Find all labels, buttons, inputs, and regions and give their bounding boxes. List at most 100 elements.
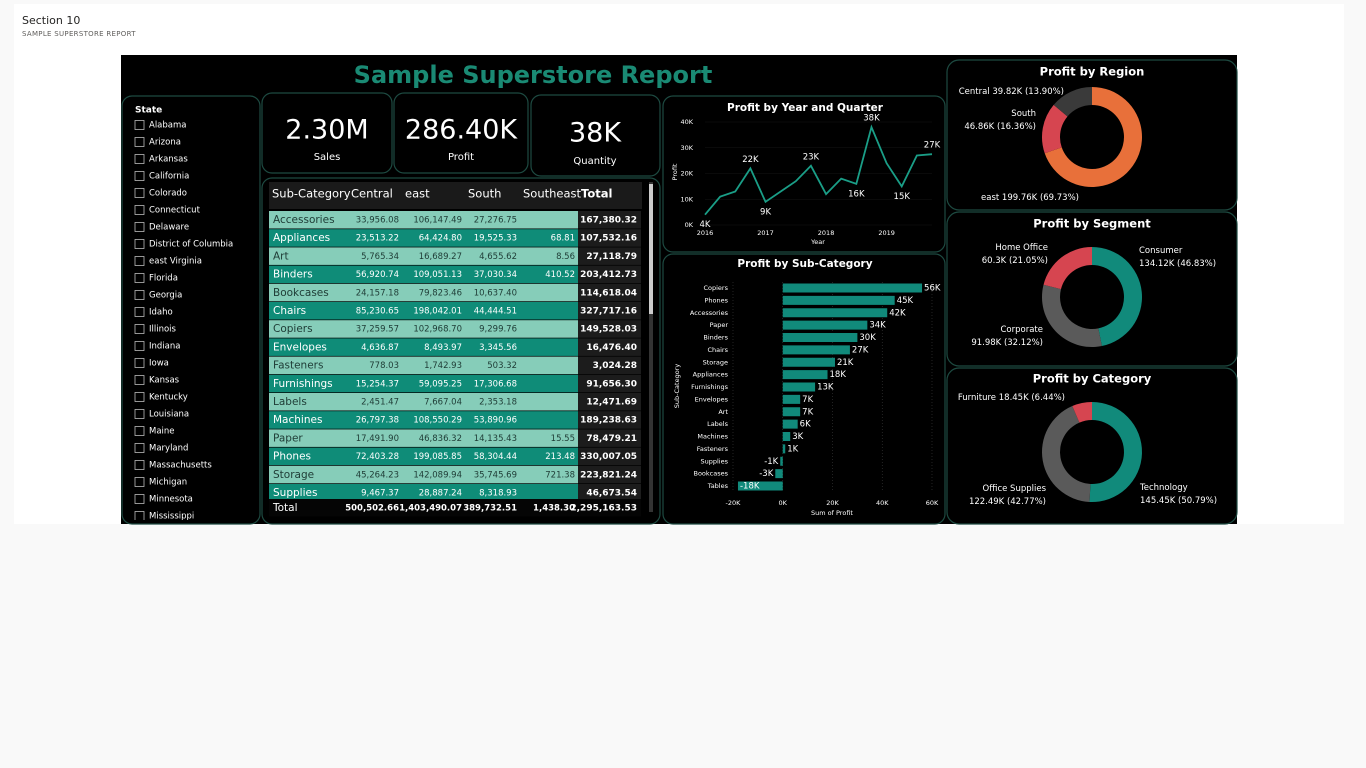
checkbox[interactable] bbox=[134, 324, 145, 334]
cell: 15.55 bbox=[551, 434, 575, 444]
kpi-value: 2.30M bbox=[285, 115, 368, 146]
kpi-card bbox=[261, 92, 393, 174]
y-tick-label: Phones bbox=[704, 296, 728, 304]
bar bbox=[737, 481, 783, 491]
cell: 109,051.13 bbox=[413, 270, 462, 280]
checkbox[interactable] bbox=[134, 239, 145, 249]
cell: 500,502.66 bbox=[345, 504, 399, 514]
slicer-item: Arizona bbox=[149, 138, 181, 148]
data-label: 9K bbox=[760, 207, 771, 217]
slice-name: east bbox=[981, 193, 1000, 203]
checkbox[interactable] bbox=[134, 188, 145, 198]
checkbox[interactable] bbox=[134, 120, 145, 130]
y-tick-label: Chairs bbox=[707, 346, 728, 354]
data-label: 1K bbox=[787, 444, 798, 454]
checkbox[interactable] bbox=[134, 307, 145, 317]
checkbox[interactable] bbox=[134, 154, 145, 164]
checkbox[interactable] bbox=[134, 290, 145, 300]
row-bg bbox=[269, 484, 578, 502]
slice-name: Central bbox=[959, 87, 990, 97]
donut-slice bbox=[1042, 104, 1068, 154]
checkbox[interactable] bbox=[134, 171, 145, 181]
cell: 46,836.32 bbox=[419, 434, 462, 444]
data-label: 7K bbox=[802, 395, 813, 405]
cell: 107,532.16 bbox=[580, 234, 637, 244]
slice-value: 199.76K (69.73%) bbox=[1002, 193, 1079, 203]
cell: 85,230.65 bbox=[356, 307, 399, 317]
data-label: 15K bbox=[894, 192, 911, 202]
row-bg bbox=[269, 265, 578, 284]
row-label: Bookcases bbox=[273, 287, 329, 299]
y-tick-label: Art bbox=[718, 408, 728, 416]
cell: 213.48 bbox=[545, 452, 575, 462]
donut-slice bbox=[1041, 284, 1102, 347]
scrollbar[interactable] bbox=[649, 182, 653, 512]
donut-panel bbox=[946, 367, 1238, 525]
data-label: Consumer 134.12K (46.83%) bbox=[1139, 246, 1216, 269]
row-label: Supplies bbox=[273, 487, 317, 499]
bar bbox=[782, 333, 858, 342]
x-tick-label: 60K bbox=[926, 499, 939, 507]
checkbox[interactable] bbox=[134, 256, 145, 266]
slice-name: South bbox=[1011, 109, 1036, 119]
y-tick-label: Paper bbox=[710, 321, 729, 329]
data-label: 4K bbox=[700, 220, 711, 230]
total-cell-bg bbox=[578, 229, 641, 247]
slicer-item: Massachusetts bbox=[149, 461, 212, 471]
slicer-item: Illinois bbox=[149, 325, 177, 335]
column-header: east bbox=[405, 187, 430, 201]
x-tick-label: 40K bbox=[876, 499, 889, 507]
cell: 102,968.70 bbox=[413, 325, 462, 335]
row-bg bbox=[269, 393, 578, 411]
bar bbox=[782, 370, 828, 380]
total-cell-bg bbox=[578, 320, 641, 338]
total-cell-bg bbox=[578, 338, 641, 356]
cell: 106,147.49 bbox=[413, 216, 462, 226]
checkbox[interactable] bbox=[134, 341, 145, 351]
checkbox[interactable] bbox=[134, 460, 145, 470]
cell: 46,673.54 bbox=[586, 489, 637, 499]
total-cell-bg bbox=[578, 302, 641, 320]
checkbox[interactable] bbox=[134, 494, 145, 504]
checkbox[interactable] bbox=[134, 137, 145, 147]
donut-slice bbox=[1053, 87, 1092, 117]
slicer-item: Alabama bbox=[149, 121, 186, 131]
checkbox[interactable] bbox=[134, 477, 145, 487]
cell: 26,797.38 bbox=[356, 416, 399, 426]
slicer-panel bbox=[121, 95, 261, 525]
row-bg bbox=[269, 356, 578, 375]
checkbox[interactable] bbox=[134, 222, 145, 232]
bar bbox=[775, 469, 783, 479]
slicer-item: Maine bbox=[149, 427, 175, 437]
checkbox[interactable] bbox=[134, 443, 145, 453]
slicer-title: State bbox=[135, 106, 162, 116]
donut-slice bbox=[1044, 87, 1142, 188]
checkbox[interactable] bbox=[134, 358, 145, 368]
checkbox[interactable] bbox=[134, 205, 145, 215]
row-bg bbox=[269, 320, 578, 338]
checkbox[interactable] bbox=[134, 409, 145, 419]
scroll-thumb[interactable] bbox=[649, 184, 653, 314]
data-label: 27K bbox=[924, 141, 941, 151]
row-bg bbox=[269, 229, 578, 247]
slicer-item: Mississippi bbox=[149, 512, 194, 522]
cell: 114,618.04 bbox=[580, 288, 637, 298]
cell: 203,412.73 bbox=[580, 270, 637, 280]
slicer-item: Iowa bbox=[149, 359, 169, 369]
bar bbox=[782, 308, 888, 318]
cell: 8,318.93 bbox=[479, 489, 517, 499]
row-label: Machines bbox=[273, 414, 322, 426]
checkbox[interactable] bbox=[134, 511, 145, 521]
kpi-label: Profit bbox=[448, 152, 474, 163]
total-cell-bg bbox=[578, 283, 641, 302]
checkbox[interactable] bbox=[134, 375, 145, 385]
cell: 79,823.46 bbox=[419, 288, 462, 298]
cell: 5,765.34 bbox=[361, 252, 399, 262]
checkbox[interactable] bbox=[134, 426, 145, 436]
checkbox[interactable] bbox=[134, 392, 145, 402]
bar bbox=[782, 320, 868, 330]
cell: 56,920.74 bbox=[356, 270, 399, 280]
checkbox[interactable] bbox=[134, 273, 145, 283]
line bbox=[704, 124, 933, 216]
